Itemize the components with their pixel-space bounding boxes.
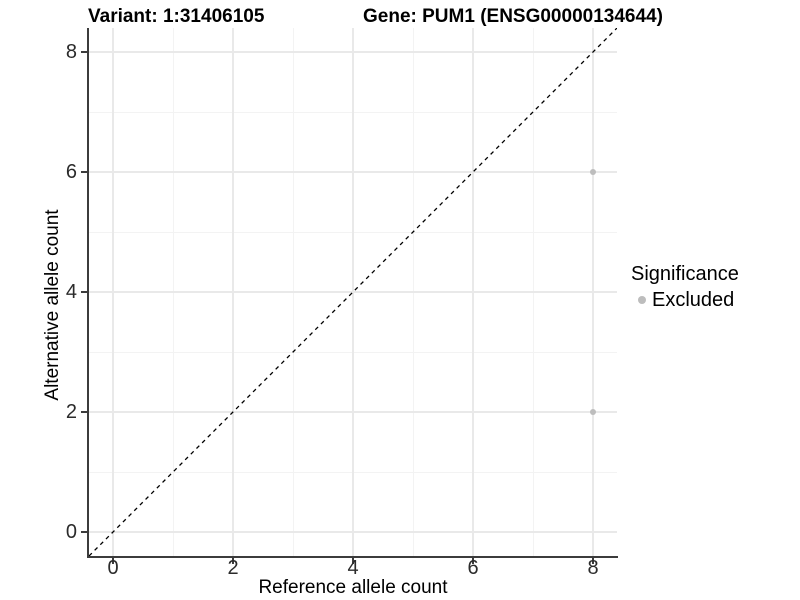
legend-item-excluded: Excluded (631, 287, 781, 313)
plot-panel (89, 28, 617, 556)
data-point (590, 169, 596, 175)
data-point (590, 409, 596, 415)
major-gridline (89, 51, 617, 53)
y-axis-line (87, 28, 89, 558)
excluded-point-swatch (638, 296, 646, 304)
x-tick-label: 4 (347, 557, 359, 579)
y-axis-title: Alternative allele count (42, 209, 63, 401)
y-axis-tick (81, 531, 87, 533)
x-axis-tick (352, 558, 354, 564)
x-axis-tick (472, 558, 474, 564)
legend-item-label: Excluded (652, 289, 735, 311)
x-tick-label: 8 (587, 557, 599, 579)
x-axis-tick (232, 558, 234, 564)
major-gridline (89, 291, 617, 293)
y-tick-label: 4 (65, 281, 77, 303)
major-gridline (89, 171, 617, 173)
x-axis-line (87, 556, 618, 558)
x-axis-tick (112, 558, 114, 564)
y-axis-tick (81, 171, 87, 173)
variant-title: Variant: 1:31406105 (88, 6, 265, 27)
y-tick-label: 2 (65, 401, 77, 423)
x-tick-label: 6 (467, 557, 479, 579)
legend-title: Significance (631, 263, 739, 285)
y-axis-tick (81, 291, 87, 293)
legend: Significance Excluded (631, 261, 781, 313)
y-tick-label: 8 (65, 41, 77, 63)
y-tick-label: 6 (65, 161, 77, 183)
gene-title: Gene: PUM1 (ENSG00000134644) (363, 6, 663, 27)
y-axis-tick (81, 411, 87, 413)
x-tick-label: 0 (107, 557, 119, 579)
major-gridline (89, 411, 617, 413)
x-axis-title: Reference allele count (258, 577, 448, 598)
x-tick-label: 2 (227, 557, 239, 579)
major-gridline (89, 531, 617, 533)
identity-dashed-line (89, 28, 617, 556)
y-tick-label: 0 (65, 521, 77, 543)
y-axis-tick (81, 51, 87, 53)
x-axis-tick (592, 558, 594, 564)
